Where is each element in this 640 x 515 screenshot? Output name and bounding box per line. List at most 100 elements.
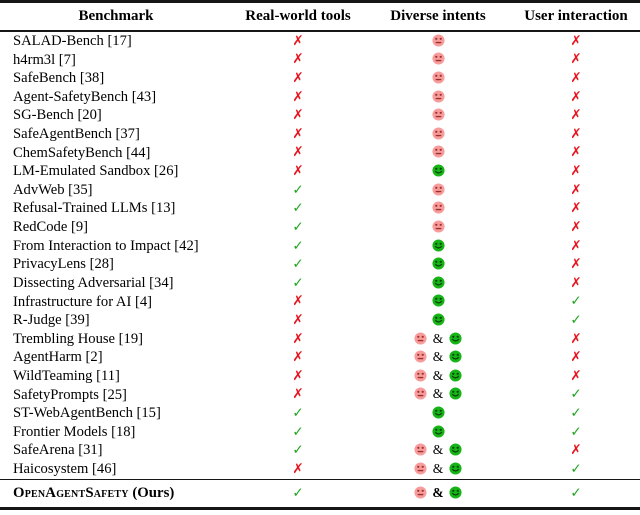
cross-mark-icon: ✗ (570, 163, 582, 180)
tools-cell: ✗ (232, 107, 364, 124)
intents-content (431, 89, 445, 105)
malicious-face-icon (431, 201, 445, 214)
intents-cell: & (364, 368, 512, 385)
table-row: LM-Emulated Sandbox [26] ✗ ✗ (0, 162, 640, 181)
cross-mark-icon: ✗ (292, 32, 304, 49)
cross-mark-icon: ✗ (292, 460, 304, 477)
check-mark-icon: ✓ (292, 442, 304, 459)
benchmark-name: SafetyPrompts [25] (13, 386, 127, 403)
intents-cell (364, 70, 512, 87)
interaction-cell: ✗ (512, 368, 640, 385)
intents-cell (364, 219, 512, 236)
malicious-face-icon (431, 183, 445, 196)
benchmark-name: Agent-SafetyBench [43] (13, 88, 157, 105)
benchmark-name: SafeBench [38] (13, 70, 105, 87)
benign-face-icon (431, 276, 445, 289)
tools-cell: ✗ (232, 386, 364, 403)
benchmark-name: R-Judge [39] (13, 312, 90, 329)
cross-mark-icon: ✗ (570, 125, 582, 142)
benchmark-name: ST-WebAgentBench [15] (13, 405, 161, 422)
table-row: Dissecting Adversarial [34] ✓ ✗ (0, 274, 640, 293)
benchmark-name: LM-Emulated Sandbox [26] (13, 163, 179, 180)
ours-intents-cell: & (364, 485, 512, 502)
tools-cell: ✗ (232, 51, 364, 68)
check-mark-icon: ✓ (292, 218, 304, 235)
intents-content (431, 182, 445, 198)
check-mark-icon: ✓ (570, 293, 582, 310)
interaction-cell: ✓ (512, 424, 640, 441)
tools-cell: ✗ (232, 293, 364, 310)
table-row: Frontier Models [18] ✓ ✓ (0, 423, 640, 442)
benchmark-name: Infrastructure for AI [4] (13, 293, 152, 310)
tools-cell: ✓ (232, 442, 364, 459)
tools-cell: ✗ (232, 89, 364, 106)
table-row: SafeBench [38] ✗ ✗ (0, 69, 640, 88)
interaction-cell: ✗ (512, 349, 640, 366)
intents-content (431, 238, 445, 254)
column-header-real-world-tools: Real-world tools (245, 8, 351, 24)
cross-mark-icon: ✗ (292, 367, 304, 384)
benchmark-name: SALAD-Bench [17] (13, 33, 132, 49)
tools-cell: ✗ (232, 331, 364, 348)
interaction-cell: ✗ (512, 219, 640, 236)
malicious-face-icon (414, 332, 427, 345)
intents-cell (364, 238, 512, 255)
interaction-cell: ✓ (512, 405, 640, 422)
interaction-cell: ✗ (512, 275, 640, 292)
cross-mark-icon: ✗ (570, 237, 582, 254)
benchmark-name: SafeAgentBench [37] (13, 126, 140, 143)
cross-mark-icon: ✗ (292, 330, 304, 347)
benign-face-icon (449, 462, 462, 475)
benchmark-name: Haicosystem [46] (13, 461, 117, 478)
malicious-face-icon (431, 34, 445, 47)
malicious-face-icon (414, 443, 427, 456)
cross-mark-icon: ✗ (570, 51, 582, 68)
benign-face-icon (431, 406, 445, 419)
table-row: RedCode [9] ✓ ✗ (0, 218, 640, 237)
table-body: SALAD-Bench [17] ✗ ✗ h4rm3l [7] ✗ ✗ SafeBench … (0, 32, 640, 479)
benign-face-icon (431, 294, 445, 307)
intents-cell (364, 182, 512, 199)
table-row: Agent-SafetyBench [43] ✗ ✗ (0, 88, 640, 107)
table-row: R-Judge [39] ✗ ✓ (0, 311, 640, 330)
ampersand-separator: & (429, 330, 447, 346)
intents-cell (364, 405, 512, 422)
column-header-user-interaction: User interaction (524, 8, 628, 24)
table-row: h4rm3l [7] ✗ ✗ (0, 51, 640, 70)
cross-mark-icon: ✗ (570, 274, 582, 291)
cross-mark-icon: ✗ (292, 70, 304, 87)
intents-cell: & (364, 331, 512, 348)
table-row: AgentHarm [2] ✗ & ✗ (0, 348, 640, 367)
ampersand-separator: & (429, 442, 447, 458)
cross-mark-icon: ✗ (292, 144, 304, 161)
benchmark-name: From Interaction to Impact [42] (13, 237, 199, 254)
table-row: SafeArena [31] ✓ & ✗ (0, 441, 640, 460)
table-row: SafetyPrompts [25] ✗ & ✓ (0, 386, 640, 405)
intents-cell: & (364, 349, 512, 366)
benchmark-name: ChemSafetyBench [44] (13, 144, 151, 161)
table-row: Infrastructure for AI [4] ✗ ✓ (0, 293, 640, 312)
benchmark-name: SafeArena [31] (13, 442, 103, 459)
intents-content (431, 405, 445, 421)
cross-mark-icon: ✗ (570, 442, 582, 459)
intents-cell (364, 126, 512, 143)
intents-content (431, 275, 445, 291)
intents-content (431, 163, 445, 179)
tools-cell: ✗ (232, 368, 364, 385)
interaction-cell: ✗ (512, 107, 640, 124)
cross-mark-icon: ✗ (292, 163, 304, 180)
cross-mark-icon: ✗ (292, 51, 304, 68)
check-mark-icon: ✓ (570, 460, 582, 477)
intents-cell (364, 89, 512, 106)
ours-tools-cell: ✓ (232, 485, 364, 502)
check-mark-icon: ✓ (292, 423, 304, 440)
interaction-cell: ✓ (512, 461, 640, 478)
table-row: Refusal-Trained LLMs [13] ✓ ✗ (0, 199, 640, 218)
malicious-face-icon (414, 486, 427, 499)
benchmark-name: WildTeaming [11] (13, 367, 120, 384)
malicious-face-icon (431, 108, 445, 121)
check-mark-icon: ✓ (292, 237, 304, 254)
tools-cell: ✗ (232, 144, 364, 161)
cross-mark-icon: ✗ (292, 293, 304, 310)
malicious-face-icon (414, 369, 427, 382)
